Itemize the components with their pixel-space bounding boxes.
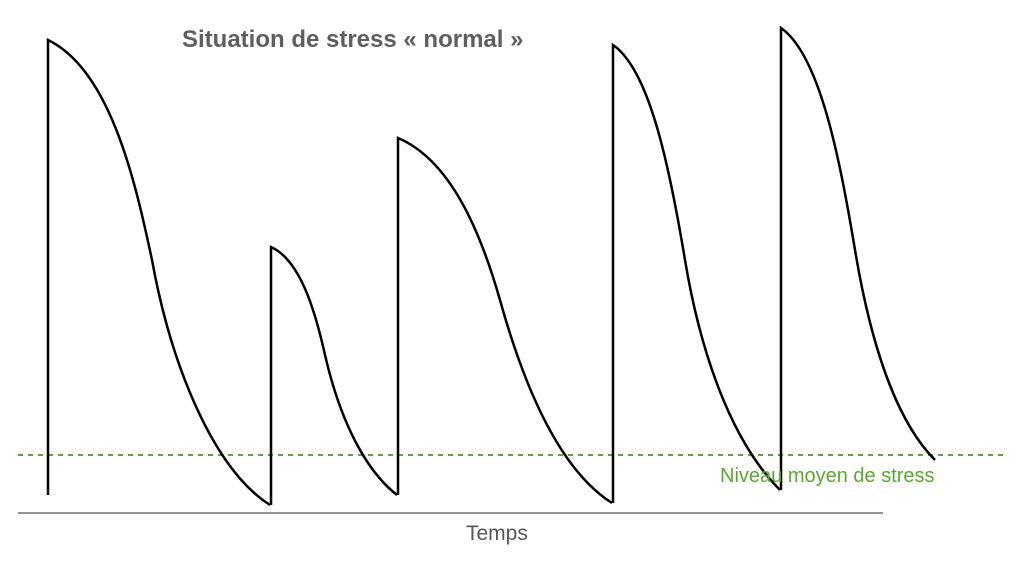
stress-spike-4 [611,42,781,503]
average-stress-label: Niveau moyen de stress [720,465,935,487]
stress-spike-3 [396,136,613,505]
x-axis-label: Temps [466,522,528,545]
stress-spike-2 [269,245,398,505]
stress-spike-1 [46,38,271,507]
diagram-title: Situation de stress « normal » [182,26,524,53]
stress-spike-5 [779,25,936,490]
